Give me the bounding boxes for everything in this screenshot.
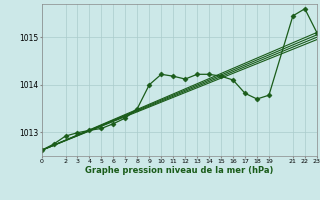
X-axis label: Graphe pression niveau de la mer (hPa): Graphe pression niveau de la mer (hPa) [85, 166, 273, 175]
